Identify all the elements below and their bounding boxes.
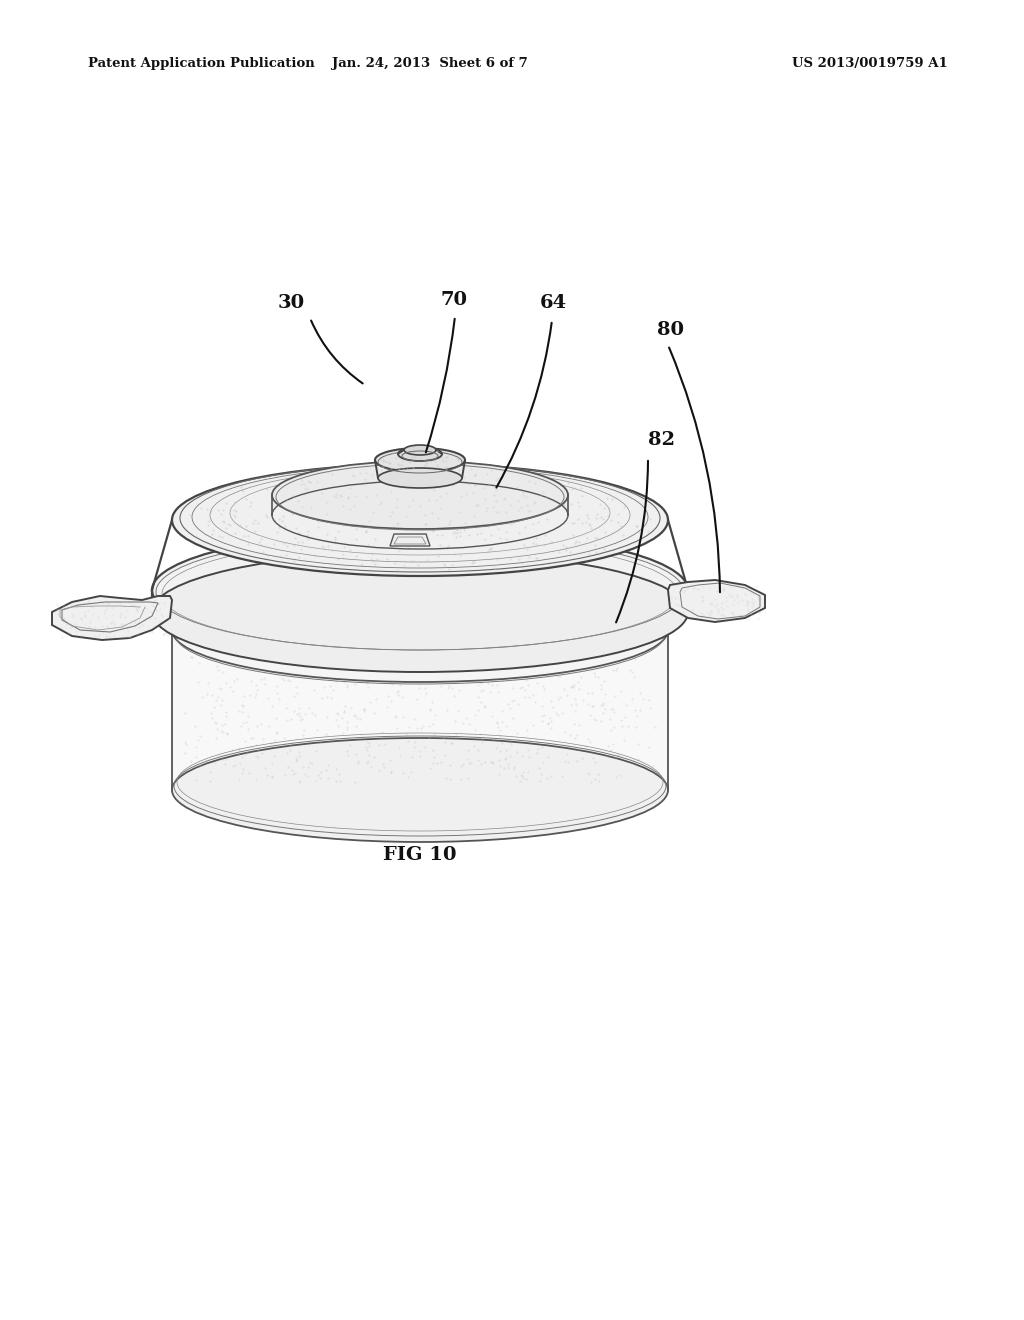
Ellipse shape [172, 738, 668, 842]
Text: FIG 10: FIG 10 [383, 846, 457, 865]
Ellipse shape [375, 447, 465, 473]
Ellipse shape [378, 469, 462, 488]
Text: Jan. 24, 2013  Sheet 6 of 7: Jan. 24, 2013 Sheet 6 of 7 [332, 57, 528, 70]
Polygon shape [390, 535, 430, 546]
Text: 70: 70 [440, 290, 467, 309]
Ellipse shape [398, 447, 442, 461]
Text: 30: 30 [278, 294, 305, 312]
Polygon shape [52, 597, 172, 640]
Ellipse shape [152, 531, 688, 649]
Polygon shape [668, 579, 765, 622]
Ellipse shape [172, 465, 668, 576]
Polygon shape [172, 630, 668, 789]
Text: 82: 82 [648, 432, 675, 449]
Text: 64: 64 [540, 294, 567, 312]
Ellipse shape [404, 445, 436, 455]
Text: Patent Application Publication: Patent Application Publication [88, 57, 314, 70]
Ellipse shape [152, 552, 688, 672]
Text: US 2013/0019759 A1: US 2013/0019759 A1 [793, 57, 948, 70]
Ellipse shape [272, 461, 568, 529]
Ellipse shape [172, 578, 668, 682]
Polygon shape [152, 590, 688, 612]
Text: 80: 80 [657, 321, 684, 339]
